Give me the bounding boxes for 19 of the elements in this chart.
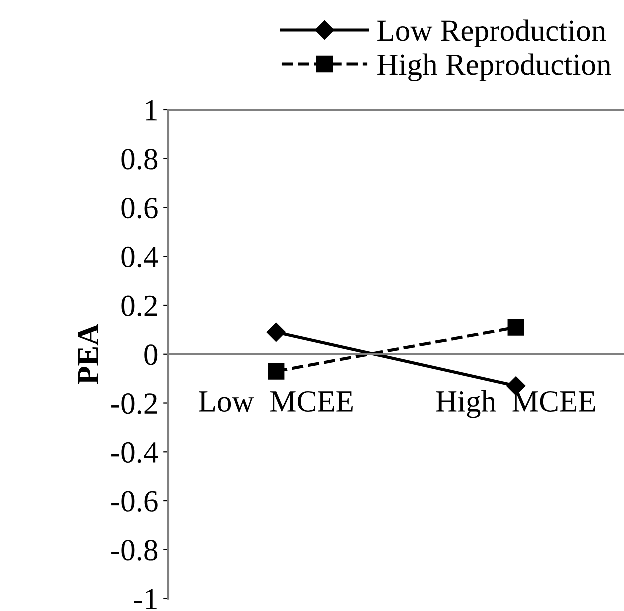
x-tick-label: Low MCEE [199,391,353,412]
x-tick-label: High MCEE [436,390,596,418]
legend-label: Low Reproduction [378,20,606,48]
point [268,363,285,380]
point [508,319,524,336]
y-tick-label: 0 [144,344,158,366]
y-tick-label: 0.4 [122,246,158,268]
y-tick-label: -0.2 [112,394,158,414]
y-tick-label: 0.6 [122,198,158,219]
y-axis-title: PEA [78,324,98,384]
y-tick-label: 1 [146,100,157,121]
y-tick-label: -0.6 [112,491,158,512]
y-tick-label: -1 [134,589,157,610]
y-tick-label: -0.8 [112,540,158,561]
y-tick-label: 0.2 [122,296,158,317]
y-tick-label: 0.8 [122,149,158,170]
legend-label: High Reproduction [378,54,612,82]
y-tick-label: -0.4 [112,442,158,464]
point [266,322,286,342]
